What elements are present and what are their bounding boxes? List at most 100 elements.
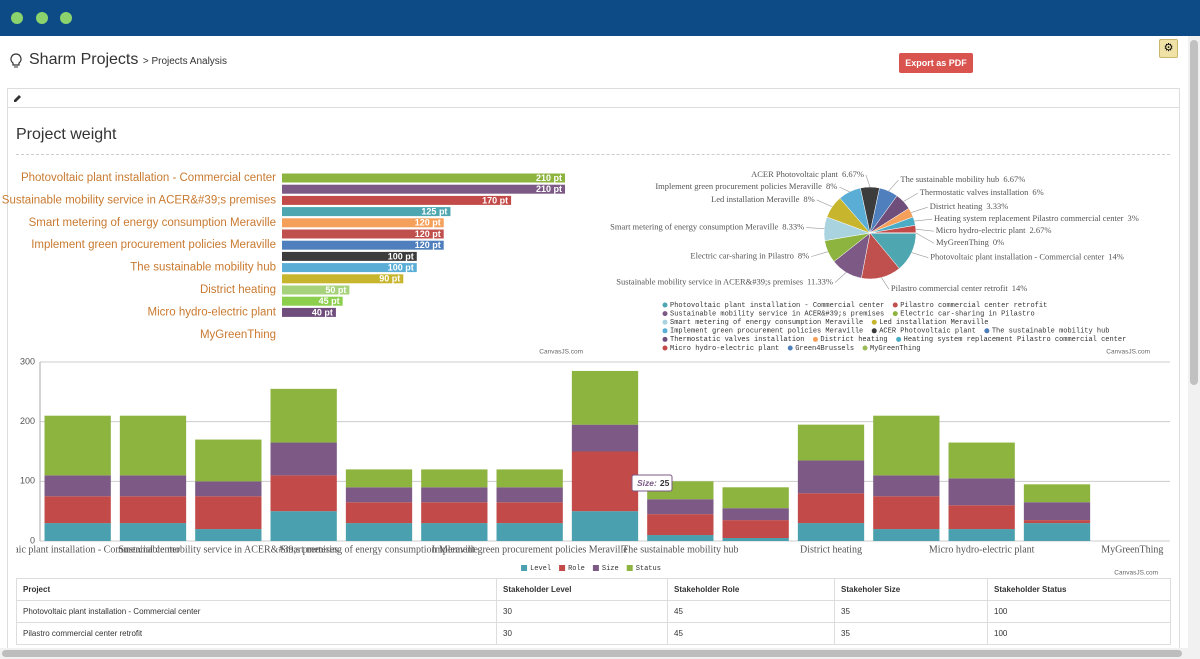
pie-leader <box>806 227 825 229</box>
bar-segment <box>722 508 789 521</box>
table-header-row: Project Stakeholder Level Stakeholder Role… <box>16 578 1171 601</box>
bar-value-label: 210 pt <box>536 173 562 183</box>
chart-credit: CanvasJS.com <box>1106 349 1150 356</box>
bar-segment <box>722 487 789 509</box>
bar-segment <box>797 424 865 461</box>
bar-segment <box>421 523 488 541</box>
bar-segment <box>345 502 413 524</box>
pie-value-label: 3.33% <box>986 201 1008 211</box>
legend-swatch <box>662 302 668 308</box>
bar-segment <box>421 487 488 503</box>
table-row: Photovoltaic plant installation - Commer… <box>16 600 1171 623</box>
table-cell: 45 <box>667 622 835 645</box>
y-tick-label: 0 <box>30 535 35 545</box>
tooltip-value: 25 <box>660 478 670 488</box>
pie-leader <box>903 193 918 202</box>
bar-segment <box>119 475 187 497</box>
horizontal-scrollbar[interactable] <box>0 648 1188 659</box>
x-tick-label: Micro hydro-electric plant <box>929 544 1035 555</box>
pie-label: Implement green procurement policies Mer… <box>655 181 822 191</box>
legend-swatch <box>662 311 668 317</box>
bar-segment <box>345 487 413 503</box>
scroll-thumb[interactable] <box>1190 40 1198 385</box>
bar-segment <box>948 529 1015 541</box>
legend-swatch <box>662 319 668 325</box>
legend-swatch <box>892 311 898 317</box>
legend-label: District heating <box>820 336 887 344</box>
bar-value-label: 170 pt <box>482 195 508 205</box>
pie-leader <box>915 232 935 244</box>
bar-category-label: The sustainable mobility hub <box>130 262 276 274</box>
bar-category-label: Smart metering of energy consumption Mer… <box>29 217 276 229</box>
table-container: Project Stakeholder Level Stakeholder Role… <box>16 578 1171 645</box>
bar-segment <box>571 424 639 452</box>
edit-icon[interactable] <box>13 93 23 103</box>
bar-value-label: 125 pt <box>421 206 447 216</box>
panel-header <box>8 89 1179 108</box>
bar-value-label: 120 pt <box>415 240 441 250</box>
pie-leader <box>839 186 850 193</box>
bar-value-label: 120 pt <box>415 229 441 239</box>
divider <box>16 154 1170 155</box>
bar-segment <box>873 415 940 476</box>
legend-label: Pilastro commercial center retrofit <box>900 302 1047 310</box>
bar-segment <box>722 538 789 541</box>
pie-value-label: 6% <box>1032 187 1043 197</box>
pie-leader <box>881 277 890 290</box>
legend-label: Micro hydro-electric plant <box>670 345 779 353</box>
bar-segment <box>119 496 187 524</box>
bar-segment <box>345 523 413 541</box>
bar-segment <box>496 523 563 541</box>
export-button[interactable]: Export as PDF <box>899 53 973 73</box>
pie-label: Led installation Meraville <box>711 194 800 204</box>
window-bar <box>0 0 1200 36</box>
bar-segment <box>873 475 940 497</box>
bar-segment <box>1023 502 1091 521</box>
bar-category-label: Implement green procurement policies Mer… <box>31 239 276 251</box>
bar-segment <box>722 520 789 539</box>
bar <box>282 207 451 217</box>
bar-segment <box>571 451 639 512</box>
x-tick-label: Sustainable mobility service in ACER&#39… <box>118 544 338 555</box>
bar-segment <box>44 496 111 524</box>
pie-value-label: 8% <box>803 194 814 204</box>
settings-button[interactable]: ⚙ <box>1159 39 1178 58</box>
pie-value-label: 2.67% <box>1029 225 1051 235</box>
bar-segment <box>496 502 563 524</box>
bar-segment <box>1023 520 1091 524</box>
bar <box>282 274 404 284</box>
bar-segment <box>421 469 488 488</box>
data-table: Project Stakeholder Level Stakeholder Role… <box>16 578 1171 645</box>
pie-leader <box>888 179 899 192</box>
scroll-thumb[interactable] <box>2 650 1182 657</box>
bar-category-label: District heating <box>200 284 276 296</box>
table-cell: 30 <box>496 600 668 623</box>
bar-value-label: 210 pt <box>536 184 562 194</box>
tooltip <box>631 474 673 492</box>
bar-segment <box>270 388 337 443</box>
legend-label: Thermostatic valves installation <box>670 336 804 344</box>
bar <box>282 263 417 273</box>
pie-leader <box>911 252 929 258</box>
table-cell: Pilastro commercial center retrofit <box>16 622 497 645</box>
bar-segment <box>797 523 865 541</box>
vertical-scrollbar[interactable] <box>1188 36 1200 659</box>
legend-swatch <box>592 565 599 571</box>
bar-segment <box>44 475 111 497</box>
x-tick-label: Implement green procurement policies Mer… <box>432 544 629 555</box>
legend-swatch <box>626 565 633 571</box>
bar-value-label: 100 pt <box>388 262 414 272</box>
legend-swatch <box>892 302 898 308</box>
bar-segment <box>496 487 563 503</box>
legend-label: Status <box>636 565 661 573</box>
bar-segment <box>873 529 940 541</box>
legend-swatch <box>896 336 902 342</box>
legend-swatch <box>862 345 868 351</box>
column-header: Project <box>16 578 497 601</box>
bar <box>282 229 444 239</box>
table-cell: 100 <box>987 600 1171 623</box>
bar <box>282 240 444 250</box>
bar-segment <box>647 535 714 541</box>
x-labels: Photovoltaic plant installation - Commer… <box>16 544 1163 555</box>
table-cell: 30 <box>496 622 668 645</box>
